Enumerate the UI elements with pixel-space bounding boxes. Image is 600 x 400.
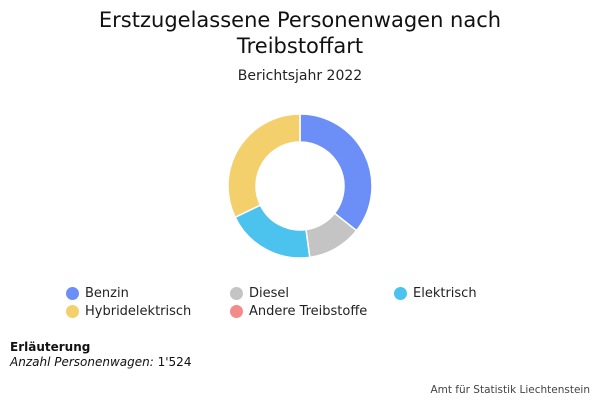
explanation-value: 1'524: [157, 355, 192, 369]
legend-marker-hybridelektrisch: [66, 305, 79, 318]
legend-marker-andere-treibstoffe: [230, 305, 243, 318]
legend-marker-benzin: [66, 287, 79, 300]
legend-label-hybridelektrisch: Hybridelektrisch: [85, 304, 192, 319]
donut-slice-elektrisch[interactable]: [234, 204, 311, 259]
legend-item-benzin[interactable]: Benzin: [66, 286, 129, 301]
legend: Benzin Diesel Elektrisch Hybridelektrisc…: [66, 286, 566, 326]
legend-marker-diesel: [230, 287, 243, 300]
chart-title: Erstzugelassene Personenwagen nach Treib…: [98, 8, 502, 58]
chart-subtitle: Berichtsjahr 2022: [237, 68, 363, 84]
legend-label-benzin: Benzin: [85, 286, 129, 301]
legend-item-diesel[interactable]: Diesel: [230, 286, 289, 301]
legend-label-diesel: Diesel: [249, 286, 290, 301]
explanation-label: Anzahl Personenwagen:: [10, 355, 154, 369]
legend-marker-elektrisch: [394, 287, 407, 300]
legend-item-hybridelektrisch[interactable]: Hybridelektrisch: [66, 304, 191, 319]
legend-label-elektrisch: Elektrisch: [413, 286, 477, 301]
source-credit: Amt für Statistik Liechtenstein: [430, 384, 590, 396]
explanation-text: Anzahl Personenwagen: 1'524: [10, 355, 191, 370]
donut-slice-benzin[interactable]: [299, 113, 373, 232]
legend-label-andere-treibstoffe: Andere Treibstoffe: [249, 304, 368, 319]
explanation-note: Erläuterung Anzahl Personenwagen: 1'524: [10, 340, 191, 370]
donut-slice-hybridelektrisch[interactable]: [227, 113, 301, 219]
legend-item-andere-treibstoffe[interactable]: Andere Treibstoffe: [230, 304, 367, 319]
explanation-title: Erläuterung: [10, 340, 91, 354]
legend-item-elektrisch[interactable]: Elektrisch: [394, 286, 477, 301]
